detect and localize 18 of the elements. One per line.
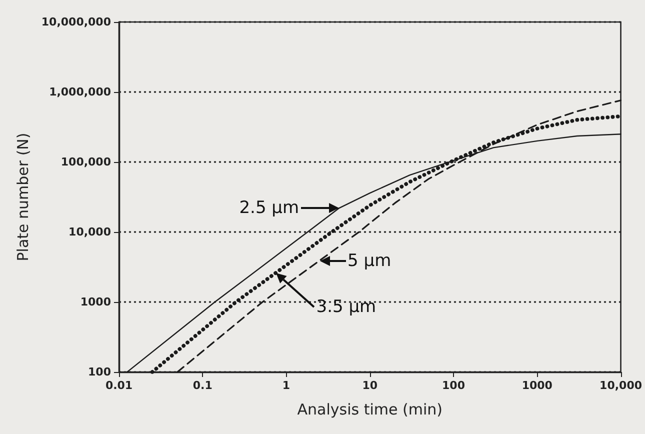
x-axis-title: Analysis time (min) — [297, 400, 442, 418]
x-tick-label: 10,000 — [600, 379, 642, 392]
x-tick-label: 1000 — [522, 379, 553, 392]
y-tick-label: 1000 — [80, 296, 112, 308]
y-tick-label: 10,000 — [68, 226, 112, 238]
y-tick-label: 10,000,000 — [41, 16, 112, 28]
x-tick-label: 10 — [362, 379, 378, 392]
y-tick-label: 100,000 — [60, 156, 112, 168]
y-tick-label: 100 — [88, 366, 112, 378]
y-axis-title: Plate number (N) — [14, 132, 32, 262]
annotation: 5 µm — [348, 250, 392, 271]
x-tick-label: 0.1 — [192, 379, 212, 392]
x-tick-label: 0.01 — [105, 379, 133, 392]
y-tick-label: 1,000,000 — [49, 86, 112, 98]
x-tick-label: 1 — [282, 379, 290, 392]
x-tick-label: 100 — [442, 379, 466, 392]
annotation: 3.5 µm — [316, 296, 376, 317]
annotation: 2.5 µm — [239, 198, 300, 218]
